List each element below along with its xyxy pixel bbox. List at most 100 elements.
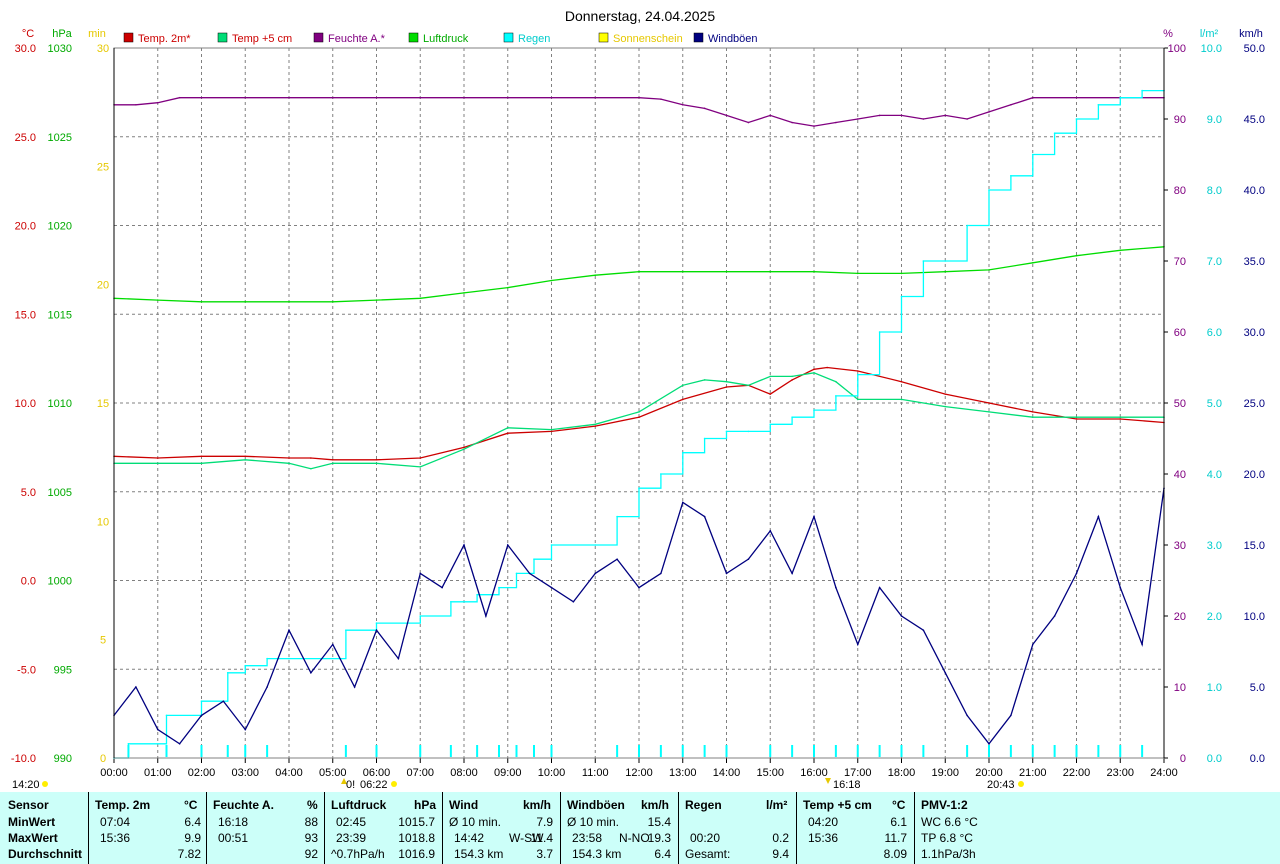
point-temp2m <box>550 430 553 433</box>
point-humidity <box>200 96 203 99</box>
point-rain <box>498 586 500 589</box>
point-temp5cm <box>594 423 597 426</box>
rain-axis-unit: l/m² <box>1200 28 1219 40</box>
point-rain <box>127 743 130 745</box>
humidity-tick-label: 50 <box>1174 398 1186 410</box>
point-rain <box>660 473 662 475</box>
point-humidity <box>638 96 640 99</box>
rain-event-mark <box>834 745 837 757</box>
rain-tick-label: 2.0 <box>1207 611 1222 623</box>
wind-avg-label: Ø 10 min. <box>449 815 502 829</box>
stats-separator <box>678 792 679 864</box>
stats-row-avg: Durchschnitt <box>8 847 83 861</box>
x-tick-label: 09:00 <box>494 767 522 779</box>
point-rain <box>1075 118 1078 120</box>
x-tick-label: 01:00 <box>144 767 172 779</box>
wind-tick-label: 50.0 <box>1244 43 1265 55</box>
point-rain <box>1053 132 1056 134</box>
x-tick-label: 24:00 <box>1150 767 1178 779</box>
hum-avg: 92 <box>304 847 318 861</box>
rain-event-mark <box>616 745 619 757</box>
point-rain <box>1010 175 1012 177</box>
humidity-tick-label: 30 <box>1174 540 1186 552</box>
point-temp2m <box>244 455 247 458</box>
sunshine-tick-label: 25 <box>97 161 109 173</box>
gust-max-val: 19.3 <box>647 831 671 845</box>
temp-min-val: 6.4 <box>184 815 201 829</box>
point-humidity <box>747 121 750 124</box>
point-rain <box>266 657 268 660</box>
rain-event-mark <box>638 745 640 757</box>
point-gusts <box>222 700 225 702</box>
pmv-trend: 1.1hPa/3h <box>921 847 976 861</box>
point-temp5cm <box>747 384 750 387</box>
temp-max-time: 15:36 <box>100 831 131 845</box>
point-temp5cm <box>638 411 640 413</box>
x-tick-label: 05:00 <box>319 767 347 779</box>
point-humidity <box>244 96 247 99</box>
point-gusts <box>900 615 903 617</box>
point-rain <box>345 629 347 631</box>
rain-tick-label: 8.0 <box>1207 185 1222 197</box>
rain-event-mark <box>659 745 662 757</box>
wind-tick-label: 20.0 <box>1244 469 1265 481</box>
point-humidity <box>375 96 378 99</box>
point-gusts <box>638 586 640 589</box>
temp-tick-label: 0.0 <box>21 576 36 588</box>
x-tick-label: 16:00 <box>800 767 828 779</box>
point-temp5cm <box>725 380 728 383</box>
humidity-tick-label: 60 <box>1174 327 1186 339</box>
rain-event-mark <box>344 745 347 757</box>
point-temp2m <box>1031 411 1034 413</box>
rain-tick-label: 10.0 <box>1201 43 1222 55</box>
point-gusts <box>506 544 509 546</box>
point-pressure <box>594 274 597 277</box>
temp-tick-label: 30.0 <box>15 43 36 55</box>
point-pressure <box>506 286 509 289</box>
point-gusts <box>288 629 290 631</box>
point-rain <box>856 373 859 376</box>
point-pressure <box>419 297 422 300</box>
press-max-val: 1018.8 <box>398 831 435 845</box>
temp-tick-label: 10.0 <box>15 398 36 410</box>
rain-event-mark <box>419 745 422 757</box>
sunshine-tick-label: 30 <box>97 43 109 55</box>
point-gusts <box>791 572 793 575</box>
point-pressure <box>375 299 378 301</box>
pmv-tp: TP 6.8 °C <box>921 831 973 845</box>
humidity-tick-label: 0 <box>1180 753 1186 765</box>
pmv-wc: WC 6.6 °C <box>921 815 978 829</box>
point-gusts <box>1119 586 1122 589</box>
rain-event-mark <box>900 745 903 757</box>
point-temp5cm <box>331 462 334 465</box>
press-trend: ^0.7hPa/h <box>331 847 385 861</box>
sunshine-tick-label: 0 <box>100 753 106 765</box>
point-gusts <box>266 686 268 688</box>
point-temp5cm <box>506 427 509 429</box>
point-gusts <box>922 629 925 631</box>
point-temp5cm <box>200 462 203 465</box>
sunrise-time: 06:22 <box>360 779 388 791</box>
x-tick-label: 14:00 <box>713 767 741 779</box>
point-temp2m <box>310 457 312 459</box>
point-rain <box>476 593 478 596</box>
sunshine-tick-label: 15 <box>97 398 109 410</box>
sunshine-tick-label: 5 <box>100 635 106 647</box>
point-humidity <box>988 111 990 113</box>
stats-header-sensor: Sensor <box>8 798 49 812</box>
stats-separator <box>324 792 325 864</box>
rain-event-mark <box>1075 745 1078 757</box>
wind-max-dir: W-SW <box>509 831 544 845</box>
point-pressure <box>900 272 903 275</box>
legend-label: Luftdruck <box>423 33 469 45</box>
point-gusts <box>988 743 990 745</box>
point-temp2m <box>463 446 465 449</box>
point-temp5cm <box>288 462 290 465</box>
legend-label: Temp +5 cm <box>232 33 292 45</box>
wind-tick-label: 35.0 <box>1244 256 1265 268</box>
point-rain <box>200 700 203 702</box>
wind-tick-label: 0.0 <box>1250 753 1265 765</box>
point-gusts <box>135 686 137 688</box>
rain-event-mark <box>966 745 969 757</box>
x-tick-label: 00:00 <box>100 767 128 779</box>
